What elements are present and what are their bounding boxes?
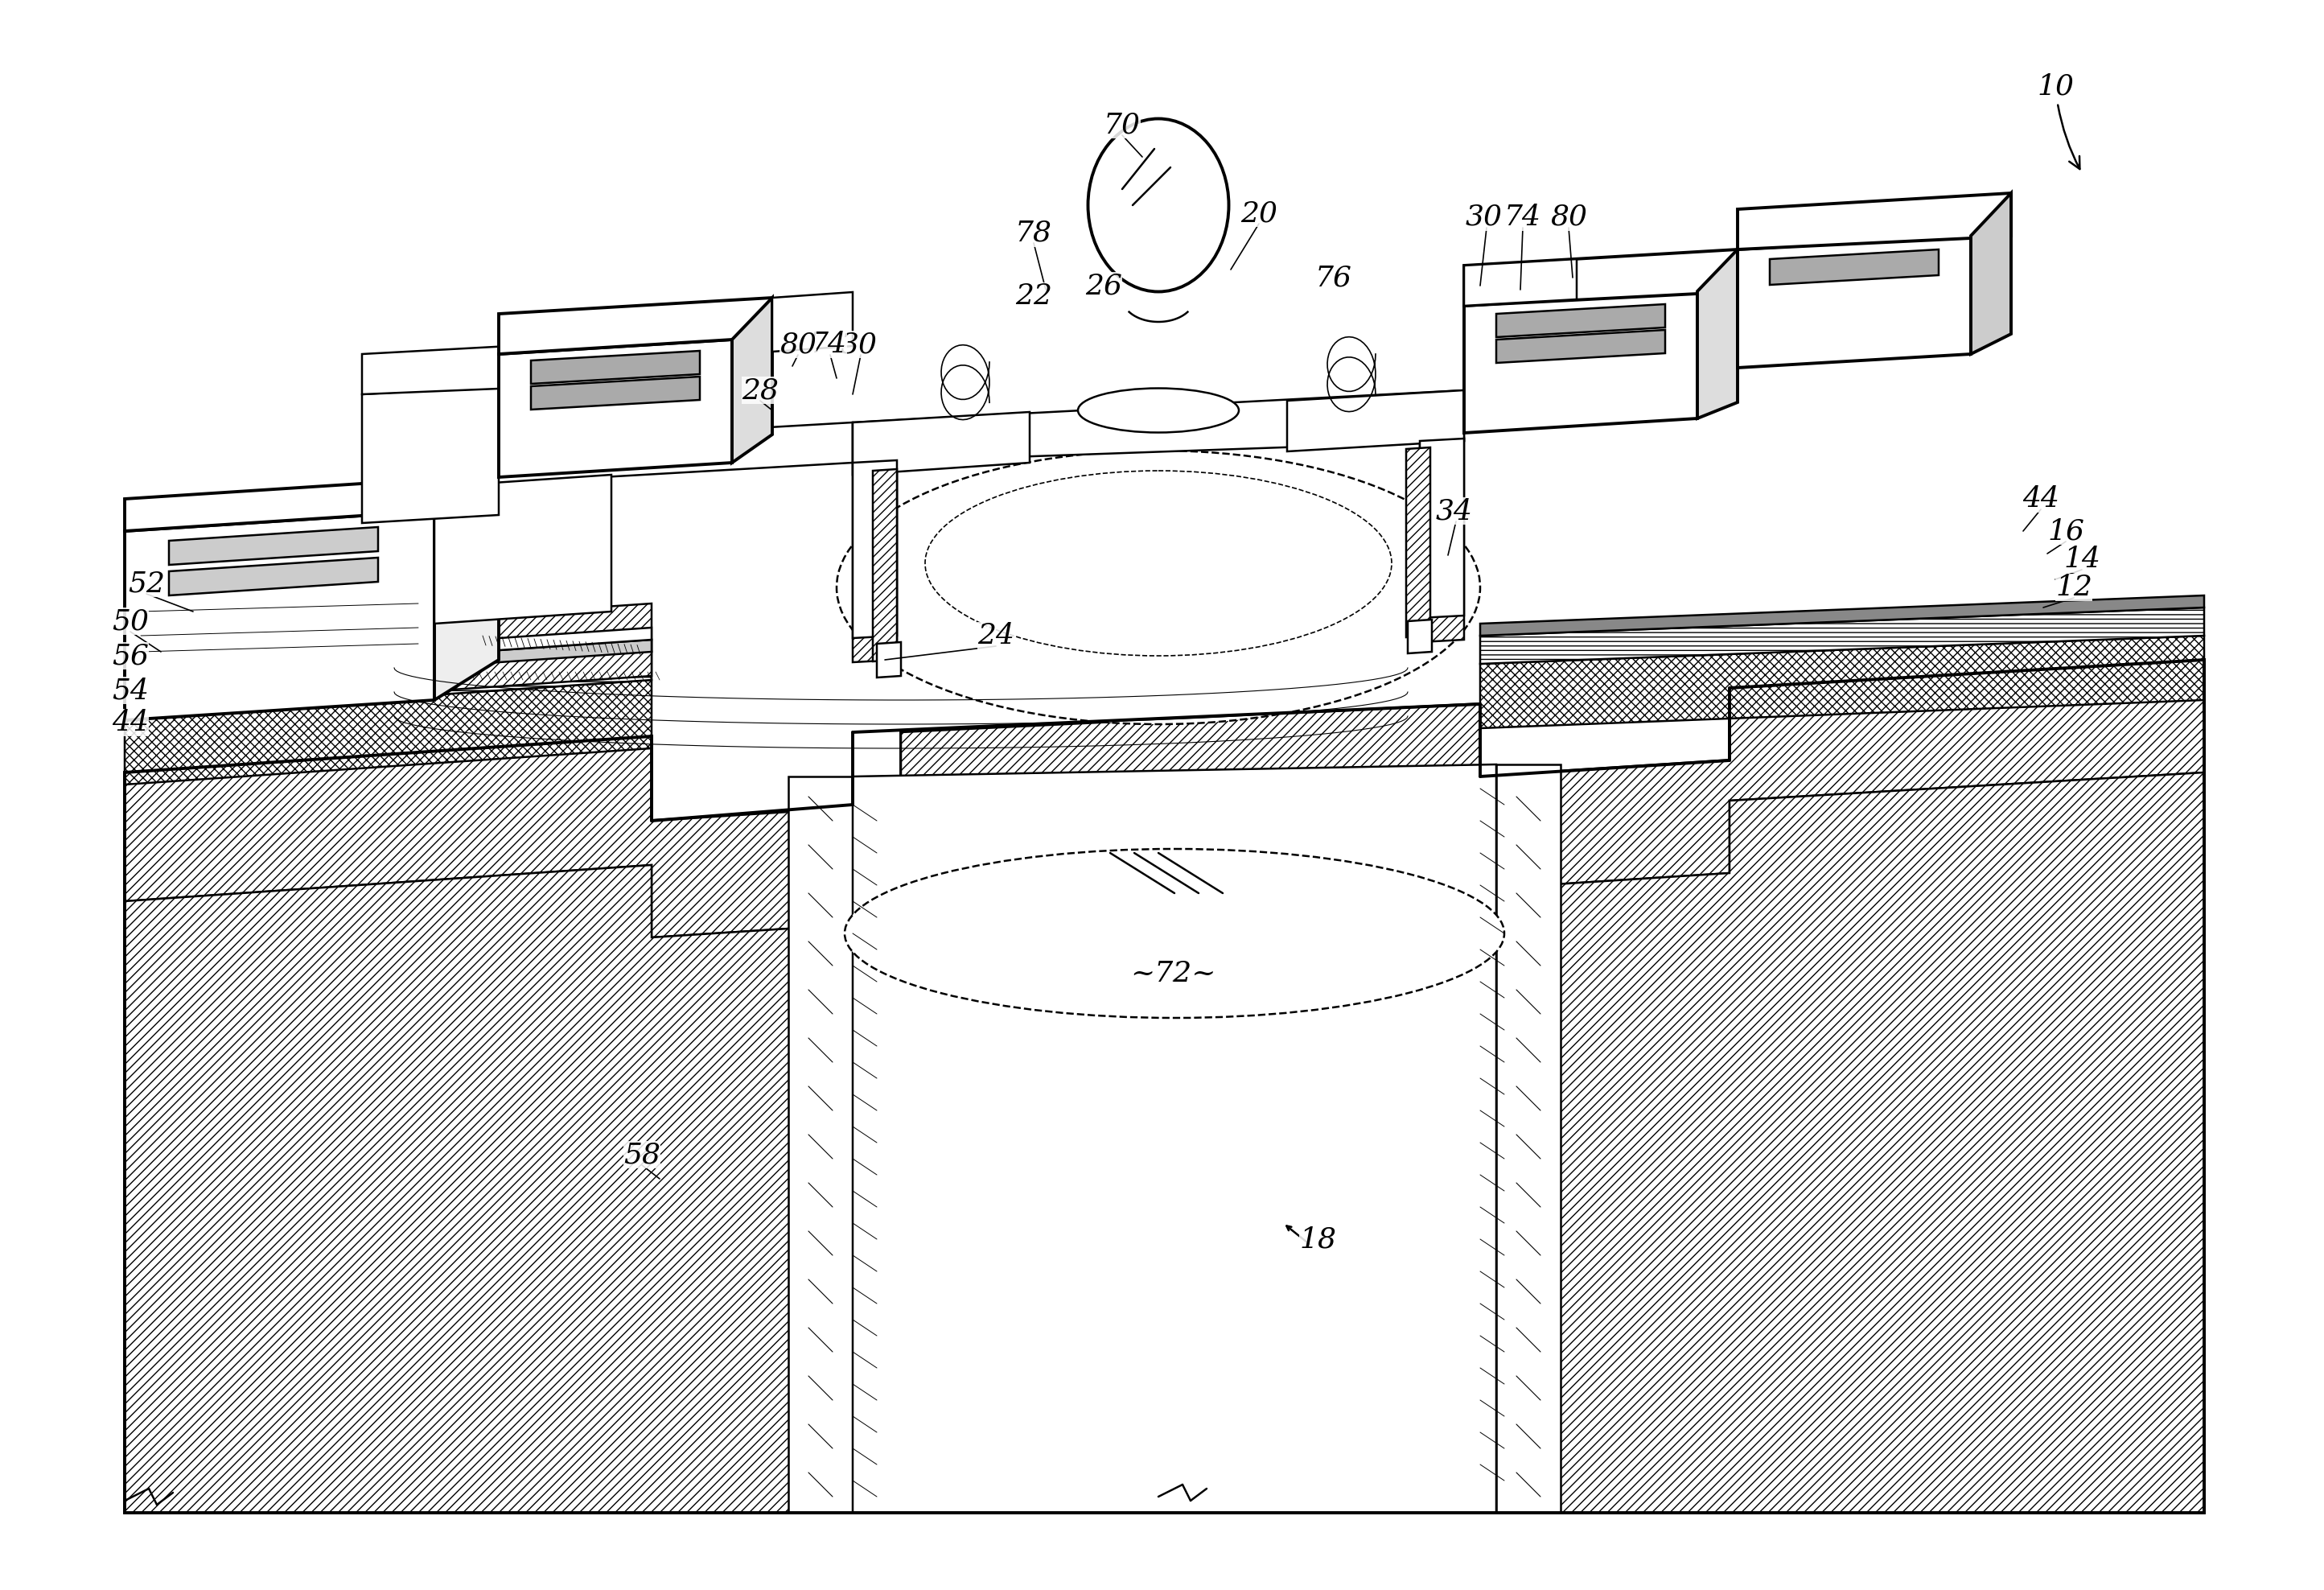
Polygon shape: [500, 297, 772, 355]
Polygon shape: [435, 423, 853, 487]
Polygon shape: [363, 345, 539, 394]
Polygon shape: [530, 377, 700, 410]
Polygon shape: [125, 639, 651, 688]
Polygon shape: [125, 652, 651, 716]
Polygon shape: [1464, 250, 1738, 305]
Polygon shape: [1738, 192, 2010, 250]
Polygon shape: [853, 412, 1030, 475]
Text: ~72~: ~72~: [1129, 960, 1215, 987]
Polygon shape: [1738, 235, 1971, 367]
Polygon shape: [125, 475, 500, 531]
Text: 74: 74: [811, 331, 846, 358]
Polygon shape: [1497, 329, 1666, 363]
Polygon shape: [500, 340, 732, 477]
Polygon shape: [853, 765, 1497, 1512]
Polygon shape: [125, 510, 435, 720]
Text: 14: 14: [2064, 545, 2101, 572]
Polygon shape: [1480, 636, 2203, 728]
Text: 26: 26: [1085, 272, 1122, 299]
Polygon shape: [1420, 439, 1464, 642]
Text: 80: 80: [1550, 204, 1587, 231]
Polygon shape: [874, 469, 897, 661]
Polygon shape: [853, 460, 897, 638]
Text: 56: 56: [112, 642, 149, 669]
Text: 72: 72: [1155, 960, 1192, 987]
Polygon shape: [853, 460, 897, 661]
Polygon shape: [732, 297, 772, 463]
Text: 18: 18: [1299, 1226, 1336, 1253]
Polygon shape: [125, 773, 2203, 1512]
Polygon shape: [170, 558, 379, 595]
Polygon shape: [1480, 607, 2203, 665]
Polygon shape: [125, 639, 651, 688]
Text: 28: 28: [741, 377, 779, 404]
Text: 54: 54: [112, 677, 149, 704]
Ellipse shape: [844, 849, 1504, 1018]
Polygon shape: [1497, 765, 1562, 1512]
Polygon shape: [1464, 291, 1697, 432]
Polygon shape: [1464, 259, 1576, 305]
Polygon shape: [1971, 192, 2010, 355]
Text: 30: 30: [1466, 204, 1504, 231]
Polygon shape: [530, 351, 700, 383]
Text: 24: 24: [978, 622, 1013, 649]
Text: 52: 52: [128, 569, 165, 598]
Polygon shape: [772, 293, 853, 351]
Ellipse shape: [925, 471, 1392, 655]
Text: 22: 22: [1016, 283, 1053, 310]
Polygon shape: [435, 475, 500, 700]
Text: 34: 34: [1436, 498, 1473, 525]
Text: 76: 76: [1315, 264, 1353, 291]
Polygon shape: [1771, 250, 1938, 285]
Text: 74: 74: [1504, 204, 1541, 231]
Text: 30: 30: [841, 331, 878, 358]
Text: 44: 44: [2022, 485, 2059, 512]
Polygon shape: [435, 475, 611, 623]
Polygon shape: [125, 628, 651, 676]
Ellipse shape: [1088, 119, 1229, 291]
Text: 58: 58: [623, 1142, 660, 1169]
Text: 20: 20: [1241, 200, 1278, 227]
Polygon shape: [1697, 250, 1738, 418]
Polygon shape: [125, 681, 651, 784]
Text: 50: 50: [112, 607, 149, 634]
Ellipse shape: [837, 450, 1480, 723]
Polygon shape: [1480, 595, 2203, 636]
Polygon shape: [788, 776, 853, 1512]
Text: 78: 78: [1016, 219, 1053, 246]
Polygon shape: [853, 390, 1464, 463]
Text: 80: 80: [779, 331, 816, 358]
Text: 12: 12: [2054, 574, 2092, 601]
Polygon shape: [125, 660, 2203, 1512]
Polygon shape: [876, 642, 902, 677]
Text: 44: 44: [112, 709, 149, 736]
Text: 10: 10: [2036, 73, 2080, 169]
Text: 16: 16: [2047, 517, 2085, 545]
Polygon shape: [363, 386, 500, 523]
Polygon shape: [435, 475, 523, 518]
Polygon shape: [1287, 390, 1464, 452]
Polygon shape: [125, 604, 651, 712]
Text: 18: 18: [1299, 1226, 1336, 1253]
Polygon shape: [1497, 304, 1666, 337]
Ellipse shape: [1078, 388, 1239, 432]
Polygon shape: [125, 660, 2203, 938]
Polygon shape: [170, 526, 379, 564]
Polygon shape: [1406, 447, 1429, 638]
Polygon shape: [1420, 439, 1464, 619]
Text: 70: 70: [1104, 111, 1141, 138]
Polygon shape: [1408, 620, 1432, 653]
